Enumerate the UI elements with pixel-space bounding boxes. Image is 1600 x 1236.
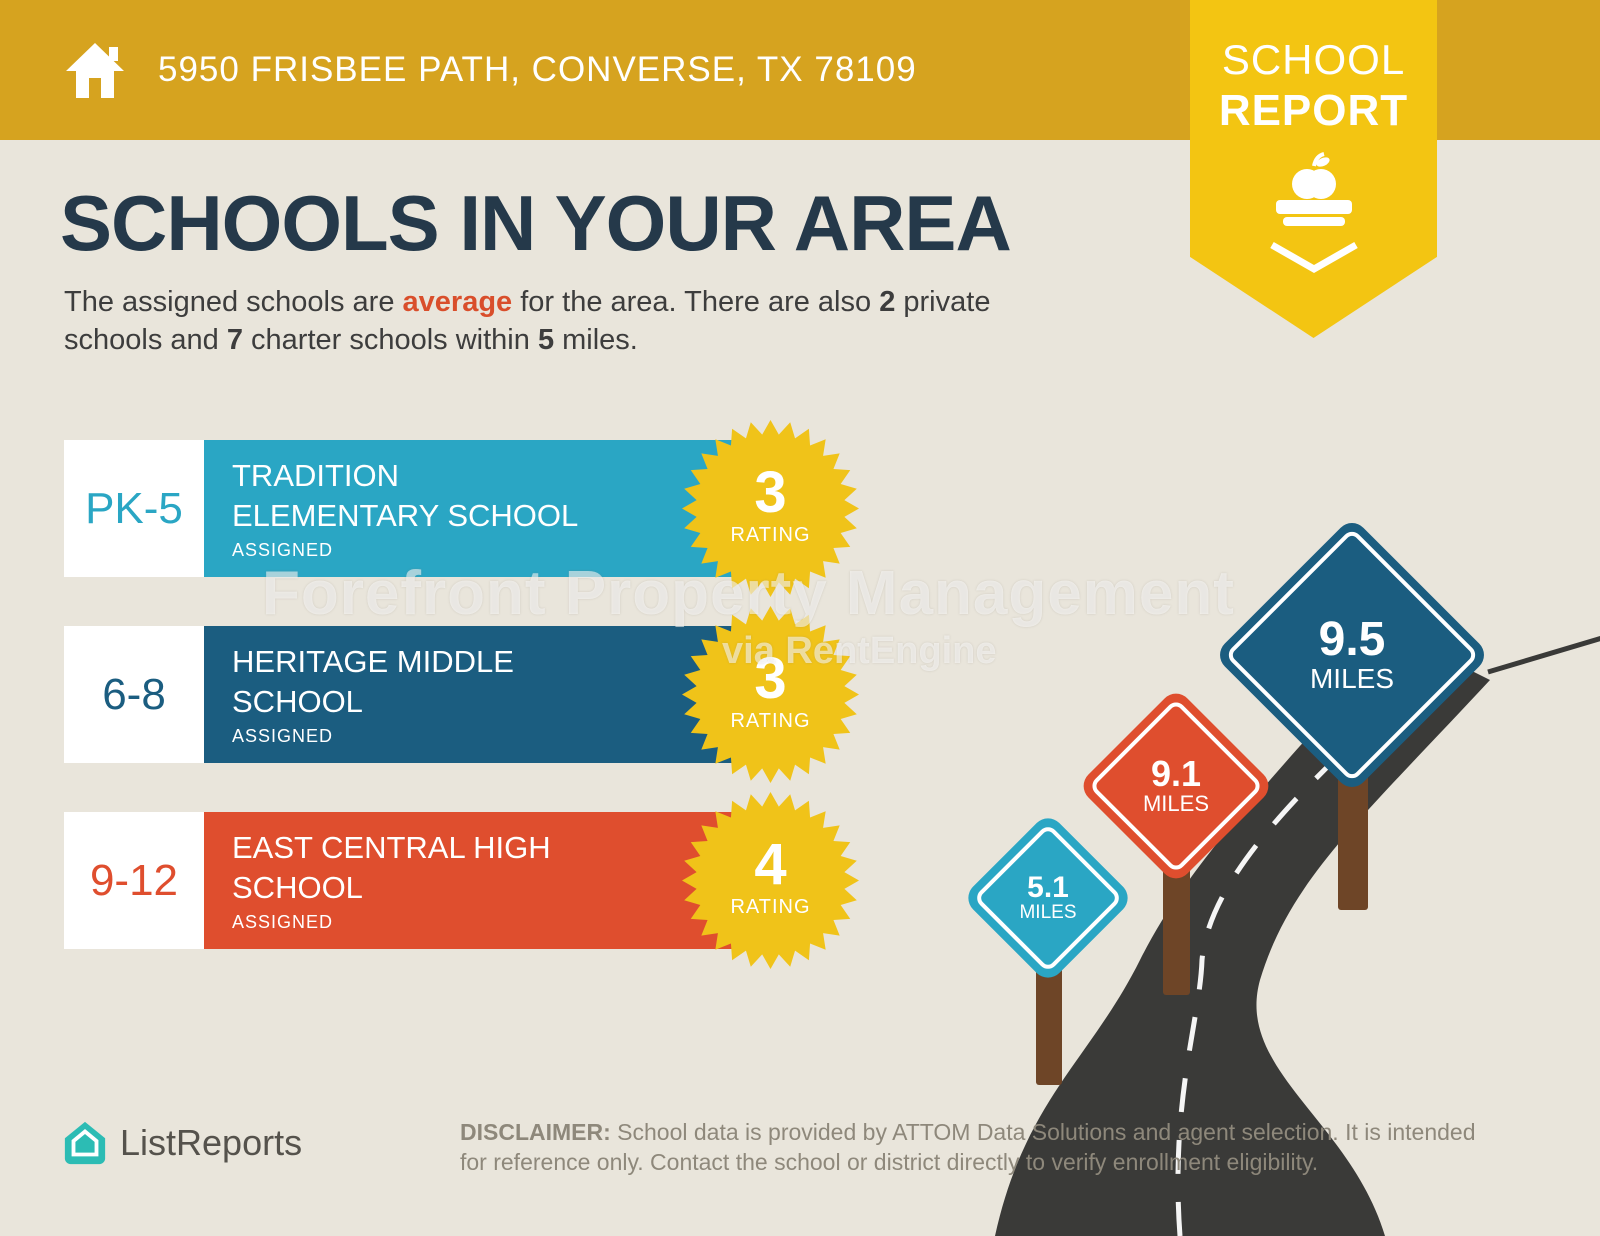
subtitle-part2: for the area. There are also [512,286,880,318]
rating-value: 4 [754,832,787,897]
rating-label: RATING [730,710,811,732]
listreports-logo: ListReports [62,1120,302,1166]
charter-school-count: 7 [226,323,243,356]
disclaimer-text: DISCLAIMER: School data is provided by A… [460,1118,1490,1178]
distance-unit: MILES [1309,662,1395,694]
rating-value: 3 [754,460,787,525]
rating-label: RATING [730,524,811,546]
apple-book-icon [1275,152,1352,226]
rating-label: RATING [730,896,811,918]
school-name: TRADITION ELEMENTARY SCHOOL [232,457,579,533]
home-icon [66,43,124,98]
rating-badge: 3 RATING [682,606,859,783]
grade-range: PK-5 [64,440,204,577]
starburst-icon [682,792,859,969]
grade-range: 6-8 [64,626,204,763]
school-row-elementary: PK-5 TRADITION ELEMENTARY SCHOOL ASSIGNE… [64,420,864,597]
school-name: HERITAGE MIDDLE SCHOOL [232,643,514,719]
rating-text: 3 RATING [682,420,859,597]
starburst-icon [682,420,859,597]
rating-value: 3 [754,646,787,711]
school-bar: HERITAGE MIDDLE SCHOOL ASSIGNED [204,626,745,763]
school-list: PK-5 TRADITION ELEMENTARY SCHOOL ASSIGNE… [64,420,864,998]
listreports-logo-icon [64,1121,106,1165]
distance-value: 9.1 [1150,752,1202,794]
starburst-icon [682,606,859,783]
subtitle-part3: private schools and [64,286,991,356]
subtitle-part4: charter schools within [242,323,538,356]
distance-value: 5.1 [1027,870,1069,904]
rating-badge: 3 RATING [682,420,859,597]
distance-sign-high: 9.5 MILES [1213,516,1491,794]
ribbon-line2: REPORT [1218,86,1409,135]
subtitle-part5: miles. [554,323,638,356]
school-bar: TRADITION ELEMENTARY SCHOOL ASSIGNED [204,440,745,577]
sign-text: 9.5 MILES [1254,557,1450,753]
rating-text: 3 RATING [682,606,859,783]
sign-text: 5.1 MILES [987,837,1109,959]
subtitle-part1: The assigned schools are [64,286,403,318]
page-title: SCHOOLS IN YOUR AREA [60,179,1012,267]
school-row-high: 9-12 EAST CENTRAL HIGH SCHOOL ASSIGNED 4… [64,792,864,969]
property-address: 5950 FRISBEE PATH, CONVERSE, TX 78109 [158,50,917,89]
school-name: EAST CENTRAL HIGH SCHOOL [232,829,551,905]
school-status: ASSIGNED [232,726,334,747]
school-report-ribbon: SCHOOL REPORT [1190,0,1437,338]
school-status: ASSIGNED [232,540,334,561]
rating-text: 4 RATING [682,792,859,969]
disclaimer-label: DISCLAIMER: [460,1119,611,1145]
distance-unit: MILES [1142,790,1210,816]
school-status: ASSIGNED [232,912,334,933]
distance-sign-middle: 9.1 MILES [1077,687,1275,885]
disclaimer-body: School data is provided by ATTOM Data So… [460,1119,1476,1175]
private-school-count: 2 [879,286,896,318]
distance-value: 9.5 [1318,612,1386,666]
school-row-middle: 6-8 HERITAGE MIDDLE SCHOOL ASSIGNED 3 RA… [64,606,864,783]
radius-miles: 5 [537,323,555,356]
grade-range: 9-12 [64,812,204,949]
listreports-logo-text: ListReports [120,1122,303,1163]
school-bar: EAST CENTRAL HIGH SCHOOL ASSIGNED [204,812,745,949]
rating-badge: 4 RATING [682,792,859,969]
subtitle-text: The assigned schools are average for the… [64,284,1024,359]
distance-unit: MILES [1019,901,1077,923]
ribbon-line1: SCHOOL [1221,36,1406,83]
sign-text: 9.1 MILES [1106,716,1246,856]
ribbon-chevron-icon [1269,241,1358,274]
subtitle-highlight-average: average [402,286,513,318]
